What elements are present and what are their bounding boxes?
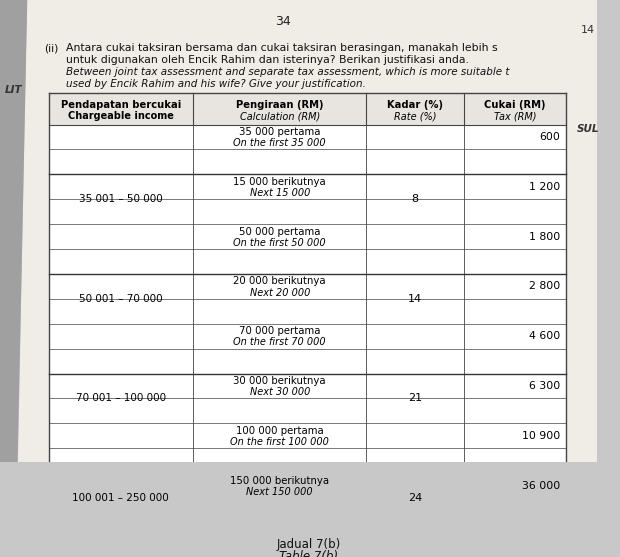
Text: On the first 35 000: On the first 35 000 bbox=[233, 138, 326, 148]
Polygon shape bbox=[0, 0, 27, 462]
Text: 600: 600 bbox=[539, 132, 560, 142]
Text: 70 000 pertama: 70 000 pertama bbox=[239, 326, 321, 336]
Text: Antara cukai taksiran bersama dan cukai taksiran berasingan, manakah lebih s: Antara cukai taksiran bersama dan cukai … bbox=[66, 43, 498, 53]
Text: used by Encik Rahim and his wife? Give your justification.: used by Encik Rahim and his wife? Give y… bbox=[66, 79, 366, 89]
Text: Tax (RM): Tax (RM) bbox=[494, 111, 536, 121]
Bar bbox=[49, 93, 566, 125]
Text: Jadual 7(b): Jadual 7(b) bbox=[277, 538, 341, 551]
Text: 21: 21 bbox=[408, 393, 422, 403]
Text: Pengiraan (RM): Pengiraan (RM) bbox=[236, 100, 324, 110]
Text: 150 000 berikutnya: 150 000 berikutnya bbox=[230, 476, 329, 486]
Text: 15 000 berikutnya: 15 000 berikutnya bbox=[233, 177, 326, 187]
Text: Kadar (%): Kadar (%) bbox=[388, 100, 443, 110]
Text: 10 900: 10 900 bbox=[522, 431, 560, 441]
Text: 30 000 berikutnya: 30 000 berikutnya bbox=[233, 376, 326, 386]
Text: Next 150 000: Next 150 000 bbox=[246, 487, 313, 497]
Text: 50 000 pertama: 50 000 pertama bbox=[239, 227, 321, 237]
Text: 2 800: 2 800 bbox=[529, 281, 560, 291]
Text: Rate (%): Rate (%) bbox=[394, 111, 436, 121]
Text: Between joint tax assessment and separate tax assessment, which is more suitable: Between joint tax assessment and separat… bbox=[66, 67, 510, 77]
Text: 36 000: 36 000 bbox=[522, 481, 560, 491]
Text: Table 7(b): Table 7(b) bbox=[280, 550, 339, 557]
Text: 4 600: 4 600 bbox=[529, 331, 560, 341]
Text: untuk digunakan oleh Encik Rahim dan isterinya? Berikan justifikasi anda.: untuk digunakan oleh Encik Rahim dan ist… bbox=[66, 55, 469, 65]
Text: 35 001 – 50 000: 35 001 – 50 000 bbox=[79, 194, 162, 204]
Text: On the first 70 000: On the first 70 000 bbox=[233, 338, 326, 348]
Polygon shape bbox=[17, 0, 596, 462]
Text: Next 30 000: Next 30 000 bbox=[249, 387, 310, 397]
Text: (ii): (ii) bbox=[44, 43, 58, 53]
Text: On the first 50 000: On the first 50 000 bbox=[233, 238, 326, 248]
Text: 34: 34 bbox=[275, 15, 291, 28]
Text: 14: 14 bbox=[580, 25, 595, 35]
Text: 1 200: 1 200 bbox=[529, 182, 560, 192]
Text: 1 800: 1 800 bbox=[529, 232, 560, 242]
Text: Next 15 000: Next 15 000 bbox=[249, 188, 310, 198]
Text: Calculation (RM): Calculation (RM) bbox=[239, 111, 320, 121]
Text: 35 000 pertama: 35 000 pertama bbox=[239, 127, 321, 137]
Bar bbox=[49, 93, 566, 523]
Text: 14: 14 bbox=[408, 294, 422, 304]
Text: 100 000 pertama: 100 000 pertama bbox=[236, 426, 324, 436]
Text: 20 000 berikutnya: 20 000 berikutnya bbox=[233, 276, 326, 286]
Text: LIT: LIT bbox=[5, 85, 22, 95]
Text: 100 001 – 250 000: 100 001 – 250 000 bbox=[73, 493, 169, 503]
Text: On the first 100 000: On the first 100 000 bbox=[230, 437, 329, 447]
Text: 24: 24 bbox=[408, 493, 422, 503]
Text: Chargeable income: Chargeable income bbox=[68, 111, 174, 121]
Text: Next 20 000: Next 20 000 bbox=[249, 287, 310, 297]
Text: 70 001 – 100 000: 70 001 – 100 000 bbox=[76, 393, 166, 403]
Text: 8: 8 bbox=[412, 194, 418, 204]
Text: 50 001 – 70 000: 50 001 – 70 000 bbox=[79, 294, 162, 304]
Text: 6 300: 6 300 bbox=[529, 381, 560, 391]
Text: Cukai (RM): Cukai (RM) bbox=[484, 100, 546, 110]
Text: SUL: SUL bbox=[577, 124, 600, 134]
Text: Pendapatan bercukai: Pendapatan bercukai bbox=[61, 100, 181, 110]
